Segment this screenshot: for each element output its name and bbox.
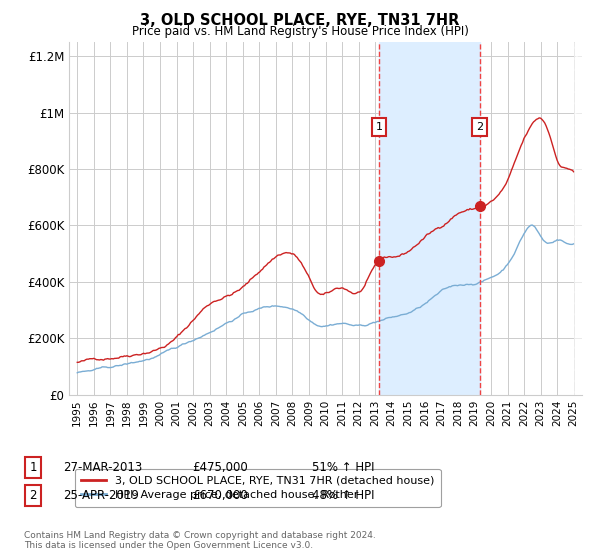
Bar	[379, 42, 479, 395]
Text: £475,000: £475,000	[192, 461, 248, 474]
Text: 48% ↑ HPI: 48% ↑ HPI	[312, 489, 374, 502]
Text: 25-APR-2019: 25-APR-2019	[63, 489, 139, 502]
Text: 51% ↑ HPI: 51% ↑ HPI	[312, 461, 374, 474]
Text: Price paid vs. HM Land Registry's House Price Index (HPI): Price paid vs. HM Land Registry's House …	[131, 25, 469, 38]
Text: £670,000: £670,000	[192, 489, 248, 502]
Text: 1: 1	[29, 461, 37, 474]
Text: 1: 1	[376, 122, 382, 132]
Text: 2: 2	[476, 122, 483, 132]
Text: 3, OLD SCHOOL PLACE, RYE, TN31 7HR: 3, OLD SCHOOL PLACE, RYE, TN31 7HR	[140, 13, 460, 28]
Bar	[574, 42, 582, 395]
Text: 2: 2	[29, 489, 37, 502]
Text: 27-MAR-2013: 27-MAR-2013	[63, 461, 142, 474]
Legend: 3, OLD SCHOOL PLACE, RYE, TN31 7HR (detached house), HPI: Average price, detache: 3, OLD SCHOOL PLACE, RYE, TN31 7HR (deta…	[74, 469, 440, 507]
Text: Contains HM Land Registry data © Crown copyright and database right 2024.
This d: Contains HM Land Registry data © Crown c…	[24, 530, 376, 550]
